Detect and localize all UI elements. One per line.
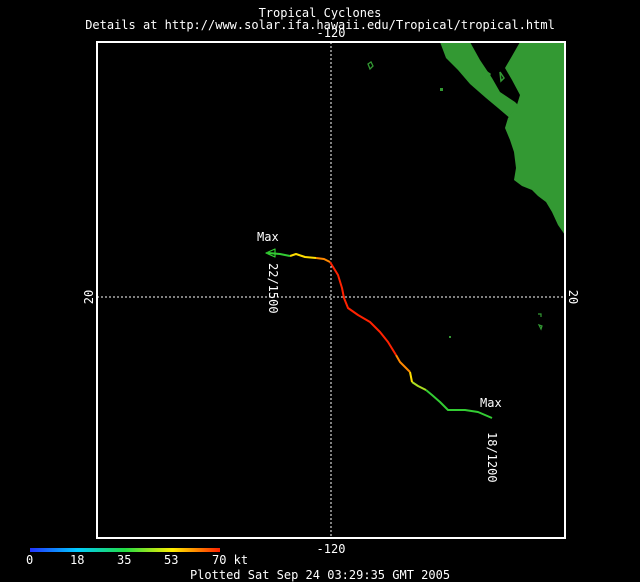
gulf-islands <box>482 68 505 83</box>
track-segment-end <box>267 252 291 257</box>
track-time-start: 18/1200 <box>485 432 499 483</box>
intensity-legend-bar <box>30 548 220 552</box>
track-segment-start <box>425 389 493 419</box>
longitude-label-top: -120 <box>317 26 346 40</box>
baja-peninsula <box>440 42 530 132</box>
track-segment-ts1 <box>411 381 427 391</box>
island-socorro <box>537 313 543 331</box>
track-segment-ts4 <box>315 257 331 263</box>
map-title: Tropical Cyclones <box>258 6 382 20</box>
legend-tick-18: 18 <box>70 553 85 567</box>
longitude-label-bottom: -120 <box>317 542 346 556</box>
track-segment-ts3 <box>395 354 411 373</box>
land-masses <box>367 42 565 338</box>
track-end-arrow-icon <box>265 248 276 258</box>
track-segment-ts5 <box>289 253 317 259</box>
legend-tick-70: 70 kt <box>212 553 249 567</box>
track-time-end: 22/1500 <box>266 263 280 314</box>
track-max-label-end: Max <box>257 230 279 244</box>
latitude-label-left: 20 <box>82 290 96 304</box>
track-max-label-start: Max <box>480 396 502 410</box>
latitude-label-right: 20 <box>566 290 580 304</box>
legend-tick-53: 53 <box>164 553 179 567</box>
mainland-mexico <box>505 42 565 235</box>
legend-tick-35: 35 <box>117 553 132 567</box>
island-small <box>449 336 451 338</box>
plot-timestamp: Plotted Sat Sep 24 03:29:35 GMT 2005 <box>189 568 451 582</box>
cyclone-track <box>265 248 493 419</box>
island-west <box>440 88 443 91</box>
map-subtitle: Details at http://www.solar.ifa.hawaii.e… <box>85 18 555 32</box>
legend-tick-0: 0 <box>26 553 34 567</box>
track-segment-ts2 <box>409 371 413 383</box>
island-north <box>367 61 374 71</box>
track-segment-peak <box>329 261 397 356</box>
